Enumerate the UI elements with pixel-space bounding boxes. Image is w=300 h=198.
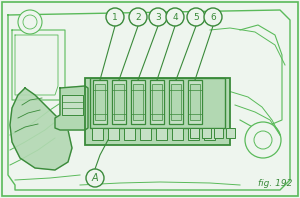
Circle shape (86, 169, 104, 187)
Bar (112, 80, 126, 124)
Text: 4: 4 (172, 12, 178, 22)
Text: 3: 3 (155, 12, 161, 22)
Bar (188, 128, 199, 140)
Text: 6: 6 (210, 12, 216, 22)
Bar (190, 84, 200, 120)
Bar (226, 128, 235, 138)
Polygon shape (8, 10, 290, 190)
Bar (93, 80, 107, 124)
Bar (85, 78, 230, 145)
Circle shape (187, 8, 205, 26)
Bar (133, 84, 143, 120)
Circle shape (149, 8, 167, 26)
Text: 1: 1 (112, 12, 118, 22)
Bar (190, 128, 199, 138)
Circle shape (23, 15, 37, 29)
Bar (108, 128, 119, 140)
Bar (124, 128, 135, 140)
Circle shape (166, 8, 184, 26)
Polygon shape (10, 88, 72, 170)
Bar (114, 84, 124, 120)
Text: A: A (92, 173, 98, 183)
Bar (90, 78, 225, 128)
Circle shape (106, 8, 124, 26)
Text: 2: 2 (135, 12, 141, 22)
Bar (152, 84, 162, 120)
Polygon shape (55, 86, 88, 130)
Circle shape (245, 122, 281, 158)
Bar (156, 128, 167, 140)
Circle shape (204, 8, 222, 26)
Bar (150, 80, 164, 124)
Text: 5: 5 (193, 12, 199, 22)
Bar (131, 80, 145, 124)
Text: fig. 192: fig. 192 (258, 179, 292, 188)
Circle shape (18, 10, 42, 34)
Bar (214, 128, 223, 138)
Circle shape (129, 8, 147, 26)
Bar (188, 80, 202, 124)
Polygon shape (62, 95, 83, 115)
Bar (204, 128, 215, 140)
Bar (140, 128, 151, 140)
Bar (202, 128, 211, 138)
Bar (169, 80, 183, 124)
Circle shape (254, 131, 272, 149)
Bar (92, 128, 103, 140)
Bar (95, 84, 105, 120)
Bar (172, 128, 183, 140)
Bar (171, 84, 181, 120)
